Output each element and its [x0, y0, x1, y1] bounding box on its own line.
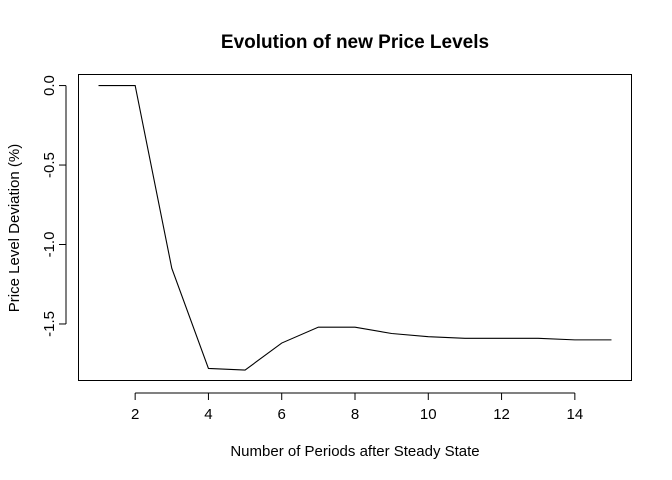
y-tick-label: -0.5 — [41, 152, 58, 178]
chart-title: Evolution of new Price Levels — [221, 32, 489, 53]
x-tick-label: 12 — [493, 406, 510, 423]
plot-frame — [78, 74, 632, 381]
y-axis: 0.0 -0.5 -1.0 -1.5 — [41, 75, 67, 337]
y-tick-label: 0.0 — [41, 75, 58, 96]
x-tick-label: 2 — [131, 406, 139, 423]
x-tick-label: 6 — [278, 406, 286, 423]
x-axis: 2 4 6 8 10 12 14 — [131, 392, 583, 423]
x-tick-label: 8 — [351, 406, 359, 423]
x-tick-label: 14 — [566, 406, 583, 423]
series-line — [98, 85, 612, 371]
data-points — [97, 84, 614, 372]
y-axis-label: Price Level Deviation (%) — [6, 144, 23, 312]
x-tick-label: 10 — [420, 406, 437, 423]
x-axis-label: Number of Periods after Steady State — [230, 443, 479, 460]
x-tick-label: 4 — [204, 406, 212, 423]
y-tick-label: -1.0 — [41, 232, 58, 258]
y-tick-label: -1.5 — [41, 311, 58, 337]
